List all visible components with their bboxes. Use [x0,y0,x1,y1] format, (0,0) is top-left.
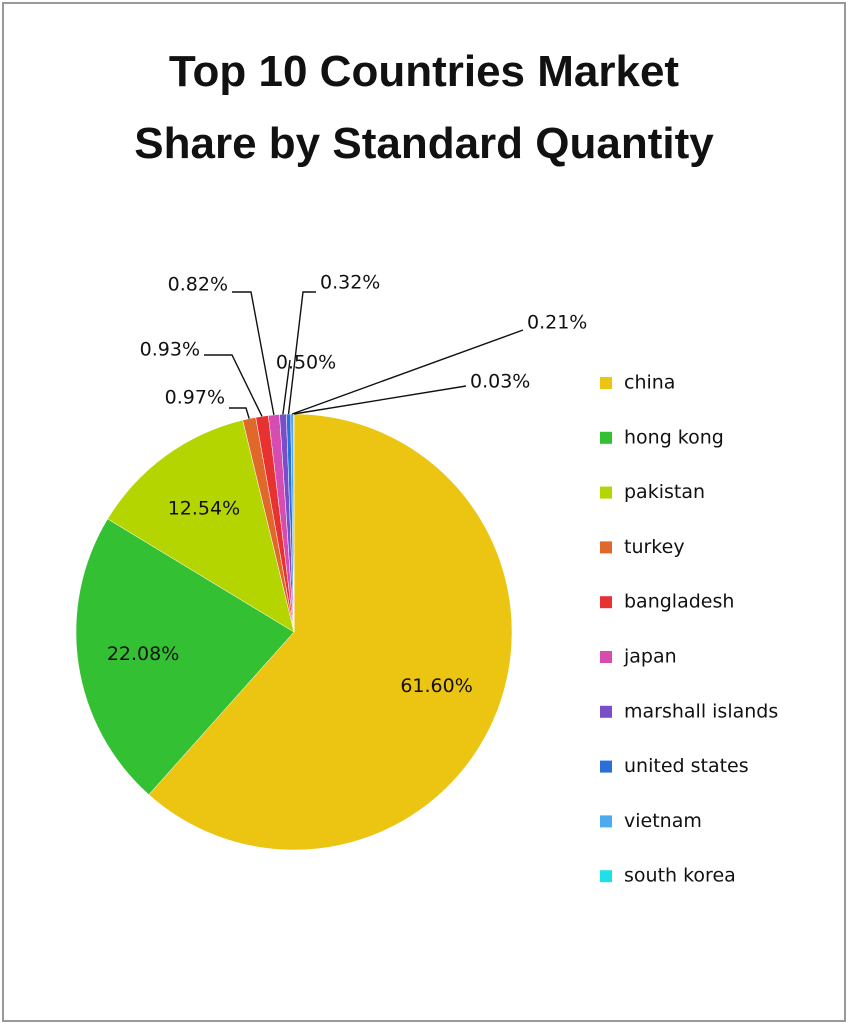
leader-line [282,359,291,415]
legend-swatch [600,760,612,773]
leader-line [287,291,316,415]
legend-swatch [600,486,612,499]
legend-label: vietnam [624,810,702,832]
pie-slice [148,413,513,851]
legend-label: turkey [624,536,685,558]
legend-swatch [600,870,612,883]
legend-swatch [600,541,612,554]
chart-title-box: Top 10 Countries Market Share by Standar… [74,36,774,180]
legend-label: hong kong [624,426,724,448]
legend-swatch [600,431,612,444]
legend-swatch [600,705,612,718]
data-label: 0.93% [140,339,200,361]
data-label: 0.03% [470,371,530,393]
pie-slice [75,518,295,795]
data-label: 0.21% [527,312,587,334]
data-label: 61.60% [400,675,472,697]
legend-label: bangladesh [624,591,734,613]
data-label: 12.54% [168,497,240,519]
leader-line [204,354,263,417]
legend-label: united states [624,755,749,777]
legend-label: japan [623,646,677,668]
leader-line [229,407,250,419]
legend-swatch [600,651,612,663]
leader-line [293,385,467,415]
legend-label: china [624,372,675,394]
leader-line [232,291,275,416]
legend-swatch [600,596,612,609]
legend-label: pakistan [624,481,705,503]
data-label: 0.82% [168,274,228,296]
chart-title: Top 10 Countries Market Share by Standar… [134,47,714,168]
pie-slice [107,419,295,633]
legend-swatch [600,815,612,828]
data-label: 0.32% [320,272,380,294]
data-label: 22.08% [107,643,179,665]
legend-label: marshall islands [624,700,778,722]
data-label: 0.50% [276,352,336,374]
data-label: 0.97% [165,387,225,409]
legend-swatch [600,377,612,389]
leader-line [291,329,524,415]
legend-label: south korea [624,865,736,887]
